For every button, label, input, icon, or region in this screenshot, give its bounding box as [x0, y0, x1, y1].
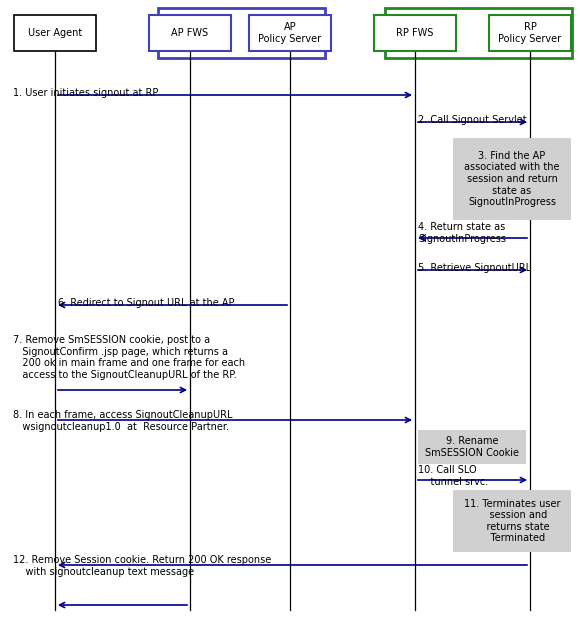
- Bar: [374, 15, 456, 51]
- Text: AP FWS: AP FWS: [172, 28, 209, 38]
- Text: 10. Call SLO
    tunnel srvc.: 10. Call SLO tunnel srvc.: [418, 465, 488, 487]
- Bar: [149, 15, 231, 51]
- Bar: [249, 15, 331, 51]
- Text: User Agent: User Agent: [28, 28, 82, 38]
- Bar: [453, 490, 571, 552]
- Bar: [158, 8, 325, 58]
- Text: 8. In each frame, access SignoutCleanupURL
   wsignoutcleanup1.0  at  Resource P: 8. In each frame, access SignoutCleanupU…: [13, 410, 233, 431]
- Text: 2. Call Signout Servlet: 2. Call Signout Servlet: [418, 115, 527, 125]
- Text: 1. User initiates signout at RP: 1. User initiates signout at RP: [13, 88, 158, 98]
- Text: 12. Remove Session cookie. Return 200 OK response
    with signoutcleanup text m: 12. Remove Session cookie. Return 200 OK…: [13, 555, 271, 577]
- Text: RP FWS: RP FWS: [396, 28, 434, 38]
- Text: 7. Remove SmSESSION cookie, post to a
   SignoutConfirm .jsp page, which returns: 7. Remove SmSESSION cookie, post to a Si…: [13, 335, 245, 380]
- Bar: [14, 15, 96, 51]
- Text: 4. Return state as
SignoutInProgress: 4. Return state as SignoutInProgress: [418, 222, 506, 244]
- Bar: [418, 430, 526, 464]
- Text: 5. Retrieve SignoutURL: 5. Retrieve SignoutURL: [418, 263, 531, 273]
- Bar: [489, 15, 571, 51]
- Text: AP
Policy Server: AP Policy Server: [259, 23, 321, 44]
- Text: RP
Policy Server: RP Policy Server: [498, 23, 561, 44]
- Text: 6. Redirect to Signout URL at the AP: 6. Redirect to Signout URL at the AP: [58, 298, 234, 308]
- Bar: [385, 8, 572, 58]
- Text: 11. Terminates user
    session and
    returns state
    Terminated: 11. Terminates user session and returns …: [464, 498, 560, 543]
- Bar: [453, 138, 571, 220]
- Text: 9. Rename
SmSESSION Cookie: 9. Rename SmSESSION Cookie: [425, 436, 519, 458]
- Text: 3. Find the AP
associated with the
session and return
state as
SignoutInProgress: 3. Find the AP associated with the sessi…: [464, 151, 560, 207]
